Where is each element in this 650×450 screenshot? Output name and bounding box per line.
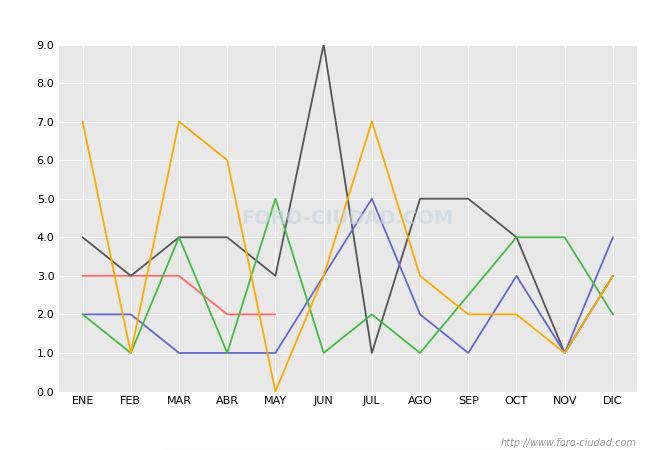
Text: Matriculaciones de Vehiculos en Fogars de la Selva: Matriculaciones de Vehiculos en Fogars d… bbox=[120, 13, 530, 27]
Text: http://www.foro-ciudad.com: http://www.foro-ciudad.com bbox=[501, 438, 637, 448]
Text: FORO-CIUDAD.COM: FORO-CIUDAD.COM bbox=[242, 208, 454, 228]
